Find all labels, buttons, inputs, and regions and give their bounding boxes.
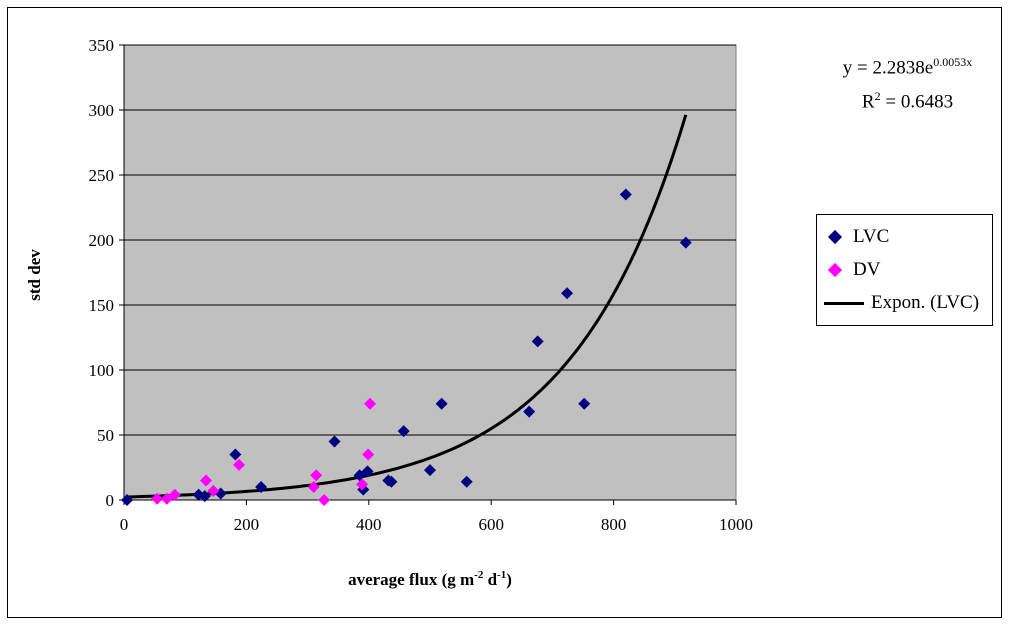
point-dv — [233, 458, 246, 471]
point-lvc — [121, 494, 134, 506]
x-title-mid: d — [483, 570, 497, 589]
y-tick-labels: 0 50 100 150 200 250 300 350 — [89, 36, 115, 510]
gridlines — [119, 44, 737, 505]
r2-sup: 2 — [874, 89, 881, 104]
data-points — [121, 188, 692, 506]
equation-exponent: 0.0053x — [933, 55, 973, 69]
point-dv — [356, 478, 369, 491]
legend-marker-lvc — [817, 229, 853, 245]
point-lvc — [619, 188, 632, 201]
legend-label-dv: DV — [853, 259, 881, 280]
y-tick-label: 200 — [89, 231, 115, 250]
point-lvc — [397, 425, 410, 438]
legend: LVC DV Expon. (LVC) — [816, 214, 993, 326]
x-title-end: ) — [506, 570, 512, 589]
point-dv — [364, 397, 377, 410]
r2-base: R — [861, 91, 875, 113]
point-lvc — [361, 465, 374, 478]
point-dv — [307, 481, 320, 493]
x-tick-label: 200 — [234, 515, 260, 534]
x-tick-label: 400 — [356, 515, 382, 534]
trendline-equation: y = 2.2838e0.0053x R2 = 0.6483 — [820, 48, 995, 117]
legend-marker-dv — [817, 262, 853, 278]
point-dv — [318, 494, 331, 506]
x-tick-label: 800 — [601, 515, 627, 534]
point-lvc — [679, 236, 692, 249]
x-title-sup1: -2 — [474, 569, 484, 581]
r-squared-line: R2 = 0.6483 — [820, 82, 995, 116]
x-tick-label: 600 — [478, 515, 504, 534]
x-tick-label: 0 — [120, 515, 129, 534]
plot-area — [123, 44, 737, 501]
x-title-sup2: -1 — [497, 569, 506, 581]
point-dv — [207, 484, 220, 497]
point-lvc — [578, 397, 591, 410]
point-lvc — [424, 464, 436, 477]
point-lvc — [229, 448, 242, 461]
legend-item-lvc: LVC — [817, 222, 889, 252]
equation-text: y = 2.2838e — [842, 57, 934, 79]
x-axis-title: average flux (g m-2 d-1) — [348, 569, 512, 589]
legend-item-dv: DV — [817, 255, 880, 285]
x-tick-label: 1000 — [719, 515, 753, 534]
legend-label-lvc: LVC — [853, 226, 890, 247]
legend-item-trendline: Expon. (LVC) — [817, 288, 979, 318]
x-tick-labels: 0 200 400 600 800 1000 — [120, 515, 753, 534]
point-lvc — [561, 287, 574, 300]
point-lvc — [460, 475, 473, 488]
y-tick-label: 100 — [89, 361, 115, 380]
axes — [123, 45, 736, 501]
point-dv — [200, 474, 213, 487]
y-tick-label: 300 — [89, 101, 115, 120]
point-dv — [362, 448, 375, 461]
point-lvc — [523, 405, 536, 418]
legend-label-trendline: Expon. (LVC) — [871, 292, 980, 313]
legend-marker-trendline — [817, 301, 871, 305]
point-lvc — [385, 475, 398, 488]
y-axis-title: std dev — [25, 249, 44, 301]
y-tick-label: 0 — [106, 491, 115, 510]
r2-value: = 0.6483 — [880, 91, 954, 113]
equation-line: y = 2.2838e0.0053x — [820, 48, 995, 82]
point-lvc — [198, 490, 211, 503]
point-lvc — [328, 435, 341, 448]
point-lvc — [531, 335, 544, 348]
y-tick-label: 250 — [89, 166, 115, 185]
point-dv — [168, 488, 181, 501]
point-lvc — [255, 481, 268, 493]
point-dv — [310, 469, 323, 482]
x-title-base: average flux (g m — [348, 570, 474, 589]
y-tick-label: 350 — [89, 36, 115, 55]
y-tick-label: 50 — [97, 426, 114, 445]
y-tick-label: 150 — [89, 296, 115, 315]
point-dv — [151, 492, 164, 505]
point-lvc — [435, 397, 448, 410]
